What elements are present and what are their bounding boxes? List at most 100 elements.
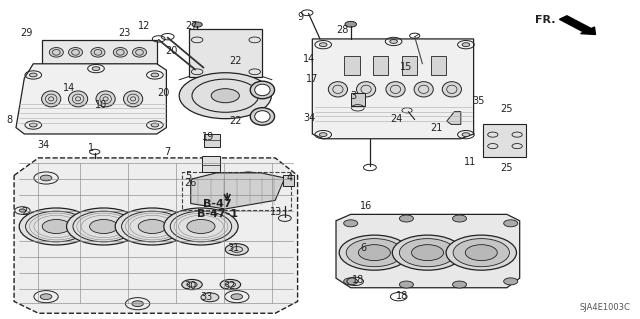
Circle shape <box>346 239 403 267</box>
Text: 16: 16 <box>360 201 372 211</box>
Circle shape <box>452 281 467 288</box>
Polygon shape <box>42 40 157 64</box>
Text: 15: 15 <box>400 62 413 72</box>
Polygon shape <box>483 124 526 157</box>
Text: 25: 25 <box>500 104 513 114</box>
Circle shape <box>504 220 518 227</box>
Text: 14: 14 <box>303 54 316 64</box>
Circle shape <box>225 244 248 255</box>
Circle shape <box>243 175 254 181</box>
Ellipse shape <box>328 82 348 97</box>
Text: 35: 35 <box>472 96 485 107</box>
Text: 5: 5 <box>186 171 192 182</box>
Circle shape <box>151 73 159 77</box>
Text: FR.: FR. <box>535 15 556 25</box>
Text: 4: 4 <box>286 173 292 183</box>
Bar <box>189 29 262 77</box>
Circle shape <box>19 208 93 245</box>
Polygon shape <box>312 39 474 139</box>
Ellipse shape <box>442 82 461 97</box>
Circle shape <box>211 89 239 103</box>
Ellipse shape <box>255 84 270 96</box>
Text: 12: 12 <box>138 20 150 31</box>
Circle shape <box>19 209 26 212</box>
Circle shape <box>399 281 413 288</box>
Text: 22: 22 <box>229 56 242 66</box>
Circle shape <box>412 245 444 261</box>
Circle shape <box>92 67 100 70</box>
Text: 31: 31 <box>227 243 240 253</box>
Text: 6: 6 <box>360 243 367 253</box>
Circle shape <box>132 301 143 307</box>
Circle shape <box>164 208 238 245</box>
Text: 8: 8 <box>6 115 13 125</box>
Ellipse shape <box>113 48 127 57</box>
Text: 3: 3 <box>350 91 356 101</box>
Circle shape <box>42 219 70 234</box>
Text: 23: 23 <box>118 28 131 39</box>
Text: 22: 22 <box>229 116 242 126</box>
Text: 26: 26 <box>184 178 197 189</box>
Circle shape <box>358 245 390 261</box>
Circle shape <box>29 123 37 127</box>
Text: 34: 34 <box>303 113 316 123</box>
Ellipse shape <box>68 48 83 57</box>
Bar <box>351 93 365 106</box>
Text: 30: 30 <box>184 281 197 292</box>
Text: 28: 28 <box>336 25 349 35</box>
Ellipse shape <box>49 48 63 57</box>
Text: 13: 13 <box>270 207 283 217</box>
Text: 1: 1 <box>88 143 94 153</box>
Text: 19: 19 <box>202 131 214 142</box>
Text: 34: 34 <box>37 140 50 150</box>
Text: B-47: B-47 <box>204 199 232 209</box>
Bar <box>182 172 291 210</box>
Bar <box>283 175 294 186</box>
Polygon shape <box>14 158 298 313</box>
Circle shape <box>201 293 219 302</box>
Circle shape <box>319 43 327 47</box>
Bar <box>344 56 360 75</box>
Circle shape <box>453 239 509 267</box>
Ellipse shape <box>68 91 88 107</box>
Ellipse shape <box>91 48 105 57</box>
Polygon shape <box>16 64 166 134</box>
Circle shape <box>220 279 241 290</box>
Text: 11: 11 <box>464 157 477 167</box>
Ellipse shape <box>42 91 61 107</box>
Text: B-47-1: B-47-1 <box>197 209 238 219</box>
Text: 10: 10 <box>95 100 108 110</box>
Circle shape <box>115 208 189 245</box>
Text: 20: 20 <box>165 46 178 56</box>
Circle shape <box>344 220 358 227</box>
Text: 21: 21 <box>430 123 443 133</box>
Text: 17: 17 <box>306 74 319 84</box>
Polygon shape <box>336 214 520 288</box>
Bar <box>373 56 388 75</box>
Text: 25: 25 <box>500 163 513 174</box>
Text: 33: 33 <box>200 292 212 302</box>
Text: 29: 29 <box>20 28 33 39</box>
Ellipse shape <box>250 81 275 99</box>
Ellipse shape <box>255 111 270 122</box>
Circle shape <box>67 208 141 245</box>
Circle shape <box>182 279 202 290</box>
Bar <box>431 56 446 75</box>
Ellipse shape <box>356 82 376 97</box>
Circle shape <box>344 278 358 285</box>
Text: 7: 7 <box>164 146 171 157</box>
Circle shape <box>446 235 516 270</box>
Text: 14: 14 <box>63 83 76 93</box>
Circle shape <box>392 235 463 270</box>
Circle shape <box>399 239 456 267</box>
Circle shape <box>40 175 52 181</box>
Text: 20: 20 <box>157 87 170 98</box>
Ellipse shape <box>386 82 405 97</box>
Circle shape <box>319 133 327 137</box>
Bar <box>402 56 417 75</box>
Ellipse shape <box>124 91 143 107</box>
Ellipse shape <box>132 48 147 57</box>
Circle shape <box>90 219 118 234</box>
Circle shape <box>151 123 159 127</box>
Circle shape <box>187 219 215 234</box>
